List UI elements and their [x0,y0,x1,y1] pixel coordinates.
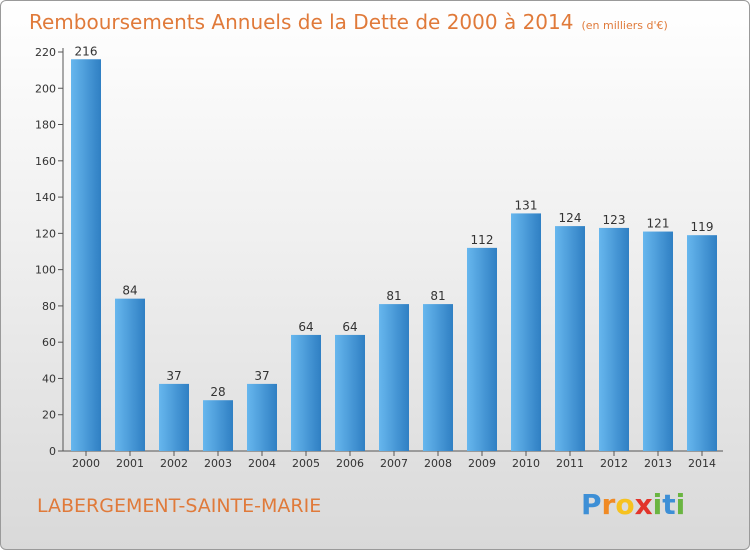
bar [247,383,277,451]
bar [71,59,101,451]
y-tick-label: 100 [35,264,56,277]
bar [687,235,717,451]
chart-title-text: Remboursements Annuels de la Dette de 20… [29,10,574,34]
bar [555,226,585,451]
x-tick-label: 2003 [204,457,232,470]
bar-value-label: 37 [166,369,181,383]
bar-value-label: 37 [254,369,269,383]
chart-title: Remboursements Annuels de la Dette de 20… [29,10,668,34]
y-tick-label: 180 [35,119,56,132]
logo-letter: i [675,488,686,521]
logo-letter: i [652,488,663,521]
logo-letter: P [581,488,602,521]
bar [379,304,409,451]
x-tick-label: 2000 [72,457,100,470]
x-tick-label: 2007 [380,457,408,470]
bar [203,400,233,451]
x-tick-label: 2004 [248,457,276,470]
bar [511,213,541,451]
bar-value-label: 121 [647,217,670,231]
y-tick-label: 200 [35,82,56,95]
y-tick-label: 0 [49,445,56,458]
bar [115,298,145,451]
y-tick-label: 220 [35,46,56,59]
y-tick-label: 60 [42,336,56,349]
x-tick-label: 2002 [160,457,188,470]
bar-value-label: 112 [471,233,494,247]
y-tick-label: 20 [42,409,56,422]
x-tick-label: 2001 [116,457,144,470]
bar [467,247,497,451]
x-tick-label: 2013 [644,457,672,470]
x-tick-label: 2009 [468,457,496,470]
logo-letter: o [615,488,635,521]
bar-value-label: 124 [559,211,582,225]
logo-letter: t [662,488,676,521]
bar [643,231,673,451]
x-tick-label: 2011 [556,457,584,470]
bar-value-label: 28 [210,385,225,399]
x-tick-label: 2005 [292,457,320,470]
bar [291,334,321,451]
x-tick-label: 2012 [600,457,628,470]
proxiti-logo: Proxiti [581,488,685,521]
x-tick-label: 2006 [336,457,364,470]
bar-value-label: 119 [691,220,714,234]
bar [599,227,629,451]
bar-value-label: 64 [342,320,357,334]
commune-name: LABERGEMENT-SAINTE-MARIE [37,495,322,517]
bar-value-label: 216 [75,44,98,58]
x-tick-label: 2010 [512,457,540,470]
logo-letter: r [601,488,616,521]
bar-value-label: 81 [430,289,445,303]
x-tick-label: 2014 [688,457,716,470]
bar [335,334,365,451]
bar-value-label: 64 [298,320,313,334]
bar-value-label: 131 [515,198,538,212]
x-tick-label: 2008 [424,457,452,470]
bar-value-label: 123 [603,213,626,227]
y-tick-label: 120 [35,227,56,240]
bar-value-label: 84 [122,284,137,298]
bar-value-label: 81 [386,289,401,303]
chart-unit: (en milliers d'€) [581,19,668,32]
logo-letter: x [634,488,653,521]
y-tick-label: 80 [42,300,56,313]
y-tick-label: 40 [42,372,56,385]
y-tick-label: 160 [35,155,56,168]
bar [159,383,189,451]
bar [423,304,453,451]
y-tick-label: 140 [35,191,56,204]
